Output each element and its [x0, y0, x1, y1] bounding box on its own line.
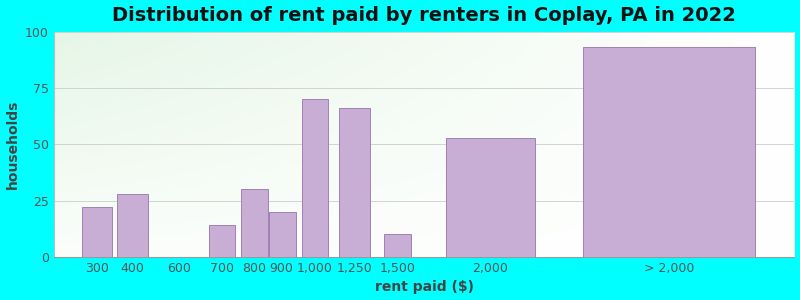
Bar	[302, 99, 329, 257]
Bar	[241, 189, 268, 257]
Bar	[270, 212, 296, 257]
Bar	[339, 108, 370, 257]
Bar	[82, 207, 112, 257]
Bar	[384, 235, 410, 257]
Title: Distribution of rent paid by renters in Coplay, PA in 2022: Distribution of rent paid by renters in …	[112, 6, 736, 25]
Y-axis label: households: households	[6, 100, 19, 189]
Bar	[446, 138, 535, 257]
Bar	[209, 226, 235, 257]
Bar	[583, 47, 755, 257]
Bar	[118, 194, 148, 257]
X-axis label: rent paid ($): rent paid ($)	[374, 280, 474, 294]
